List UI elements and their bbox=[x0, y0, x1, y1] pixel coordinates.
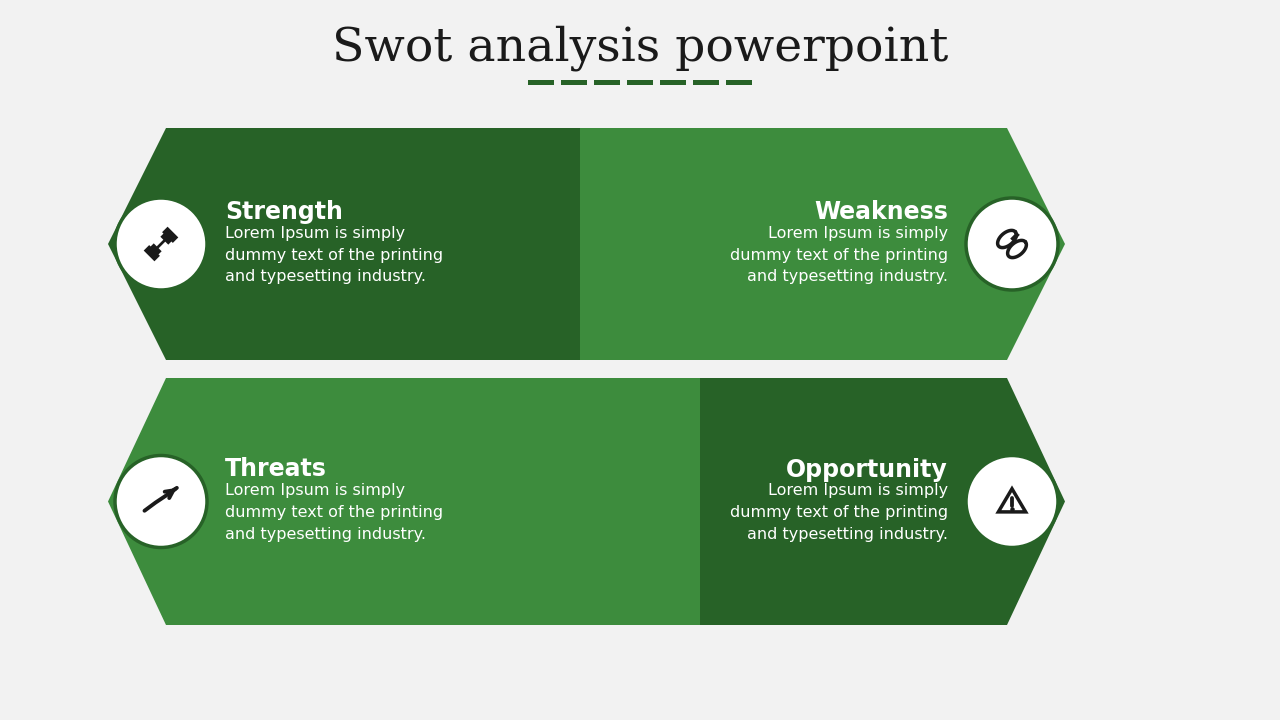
Circle shape bbox=[115, 198, 207, 290]
Polygon shape bbox=[580, 378, 1065, 625]
Text: Lorem Ipsum is simply
dummy text of the printing
and typesetting industry.: Lorem Ipsum is simply dummy text of the … bbox=[225, 484, 443, 541]
Bar bbox=[529, 79, 554, 84]
Circle shape bbox=[966, 198, 1059, 290]
Bar bbox=[594, 79, 620, 84]
Text: Strength: Strength bbox=[225, 200, 343, 224]
Polygon shape bbox=[108, 128, 700, 360]
Text: Threats: Threats bbox=[225, 457, 326, 482]
Text: Weakness: Weakness bbox=[814, 200, 948, 224]
Text: Lorem Ipsum is simply
dummy text of the printing
and typesetting industry.: Lorem Ipsum is simply dummy text of the … bbox=[730, 226, 948, 284]
Bar bbox=[660, 79, 686, 84]
Polygon shape bbox=[108, 378, 700, 625]
Text: Lorem Ipsum is simply
dummy text of the printing
and typesetting industry.: Lorem Ipsum is simply dummy text of the … bbox=[730, 484, 948, 541]
Circle shape bbox=[966, 456, 1059, 547]
Bar bbox=[726, 79, 753, 84]
Bar bbox=[561, 79, 588, 84]
Text: Swot analysis powerpoint: Swot analysis powerpoint bbox=[332, 25, 948, 71]
Text: Lorem Ipsum is simply
dummy text of the printing
and typesetting industry.: Lorem Ipsum is simply dummy text of the … bbox=[225, 226, 443, 284]
Polygon shape bbox=[580, 128, 1065, 360]
Circle shape bbox=[115, 456, 207, 547]
Text: Opportunity: Opportunity bbox=[786, 457, 948, 482]
Bar bbox=[692, 79, 719, 84]
Bar bbox=[627, 79, 653, 84]
